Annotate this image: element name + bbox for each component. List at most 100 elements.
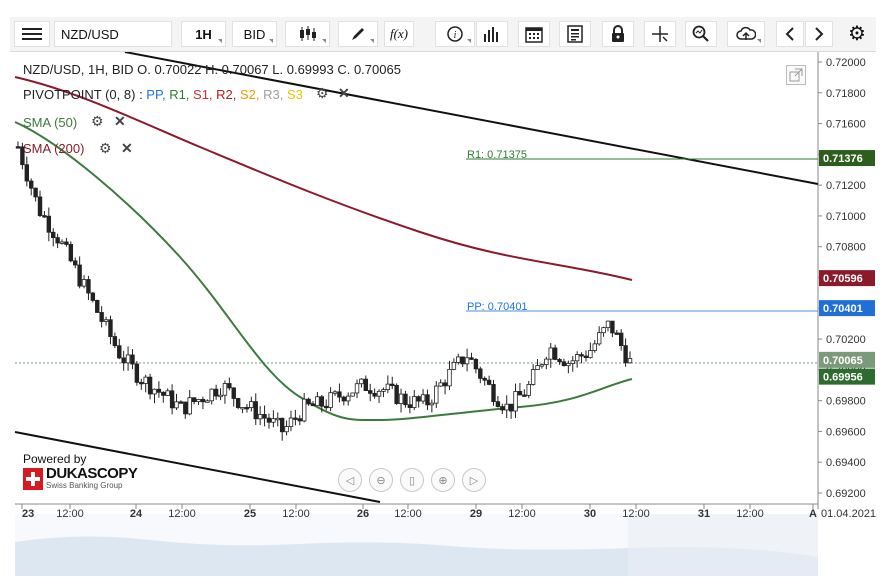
candle-body	[112, 336, 118, 347]
candle-body	[332, 391, 338, 394]
navigator-series	[15, 536, 818, 576]
dropdown-corner-icon	[218, 39, 222, 43]
scroll-right-button[interactable]	[805, 21, 833, 47]
candle-body	[279, 417, 285, 433]
play-left-icon: ◁	[345, 474, 355, 487]
candle-body	[46, 215, 52, 233]
bar-chart-icon	[483, 26, 501, 42]
symbol-selector[interactable]: NZD/USD	[54, 21, 172, 47]
svg-text:i: i	[454, 30, 457, 41]
candle-body	[592, 343, 597, 351]
y-tick-label: 0.72000	[826, 57, 866, 69]
lock-button[interactable]	[602, 21, 634, 47]
sma50-line	[14, 121, 633, 422]
pivot-item-3: R2,	[216, 87, 240, 102]
y-tick-label: 0.70200	[826, 334, 866, 346]
x-tick-label: 12:00	[622, 508, 650, 520]
candle-body	[103, 319, 109, 322]
play-right-icon: ▷	[469, 474, 479, 487]
candle-body	[416, 396, 421, 402]
sma50-remove-close-icon[interactable]: ✕	[114, 113, 126, 129]
pencil-icon	[350, 26, 366, 42]
candle-body	[59, 241, 65, 244]
candle-body	[275, 417, 280, 421]
candle-body	[240, 407, 245, 410]
chart-type-button[interactable]	[285, 21, 330, 47]
candle-body	[394, 384, 399, 404]
indicators-button[interactable]: f(x)	[384, 21, 414, 47]
function-icon: f(x)	[389, 26, 409, 41]
candle-body	[460, 356, 465, 365]
news-button[interactable]	[559, 21, 591, 47]
candle-body	[152, 388, 157, 395]
calendar-button[interactable]	[518, 21, 550, 47]
sma200-settings-gear-icon[interactable]: ⚙	[99, 140, 112, 156]
price-chart[interactable]: R1: 0.71375 PP: 0.70401 0.72000 0.71800 0.…	[0, 52, 881, 578]
volume-button[interactable]	[476, 21, 508, 47]
candle-body	[376, 390, 382, 397]
timeframe-selector[interactable]: 1H	[181, 21, 226, 47]
dropdown-corner-icon	[269, 39, 273, 43]
candle-body	[117, 345, 122, 359]
candle-body	[55, 237, 60, 244]
pivot-item-0: PP,	[146, 87, 170, 102]
candle-body	[451, 361, 457, 370]
candle-body	[209, 388, 214, 402]
nav-zoom-out-button[interactable]: ⊖	[369, 468, 393, 492]
brand-name: DUKASCOPY	[46, 465, 138, 482]
candle-body	[610, 320, 615, 334]
candle-body	[601, 327, 606, 334]
candle-body	[434, 385, 439, 404]
settings-button[interactable]: ⚙	[842, 21, 872, 47]
nav-zoom-in-button[interactable]: ⊕	[431, 468, 455, 492]
pivot-legend-sep: :	[135, 87, 147, 102]
trendline-lower[interactable]	[14, 431, 381, 503]
draw-tool-button[interactable]	[338, 21, 378, 47]
chart-area[interactable]: R1: 0.71375 PP: 0.70401 0.72000 0.71800 0.…	[0, 52, 881, 578]
crosshair-button[interactable]	[644, 21, 676, 47]
popout-button[interactable]	[786, 65, 806, 85]
candle-body	[24, 164, 30, 182]
candle-body	[42, 215, 47, 218]
sma200-remove-close-icon[interactable]: ✕	[121, 140, 133, 156]
y-tick-label: 0.71200	[826, 180, 866, 192]
magnifier-icon	[692, 25, 710, 43]
candle-body	[627, 358, 633, 364]
scroll-left-button[interactable]	[776, 21, 804, 47]
zoom-button[interactable]	[685, 21, 717, 47]
candle-body	[478, 368, 483, 379]
pivot-remove-close-icon[interactable]: ✕	[338, 85, 350, 101]
x-tick-label: 12:00	[508, 508, 536, 520]
candle-body	[412, 396, 417, 408]
candle-body	[319, 396, 324, 407]
candle-body	[526, 384, 531, 396]
candle-body	[64, 241, 69, 245]
candle-body	[205, 400, 210, 403]
nav-reset-button[interactable]: ▯	[400, 468, 424, 492]
price-tag-bg	[819, 300, 875, 317]
navigator-window[interactable]	[628, 514, 818, 576]
y-tick-label: 0.69600	[826, 426, 866, 438]
cloud-button[interactable]	[727, 21, 765, 47]
price-side-selector[interactable]: BID	[232, 21, 277, 47]
candle-body	[99, 312, 104, 322]
candle-body	[381, 389, 386, 392]
candle-body	[231, 387, 236, 399]
candle-body	[315, 396, 320, 407]
pivot-settings-gear-icon[interactable]: ⚙	[316, 85, 329, 101]
trendline-upper[interactable]	[124, 52, 819, 185]
y-tick-label: 0.70800	[826, 242, 866, 254]
nav-back-button[interactable]: ◁	[338, 468, 362, 492]
menu-button[interactable]	[14, 21, 50, 47]
candle-body	[442, 382, 448, 387]
candle-body	[522, 394, 527, 397]
pivot-legend-items: PP, R1, S1, R2, S2, R3, S3	[146, 87, 303, 102]
info-button[interactable]: i	[435, 21, 475, 47]
y-tick-label: 0.71600	[826, 119, 866, 131]
y-tick-label: 0.69200	[826, 488, 866, 500]
sma200-legend: SMA (200)	[23, 141, 85, 156]
candle-body	[244, 407, 250, 410]
nav-forward-button[interactable]: ▷	[462, 468, 486, 492]
candle-body	[271, 418, 276, 423]
sma50-settings-gear-icon[interactable]: ⚙	[91, 113, 104, 129]
